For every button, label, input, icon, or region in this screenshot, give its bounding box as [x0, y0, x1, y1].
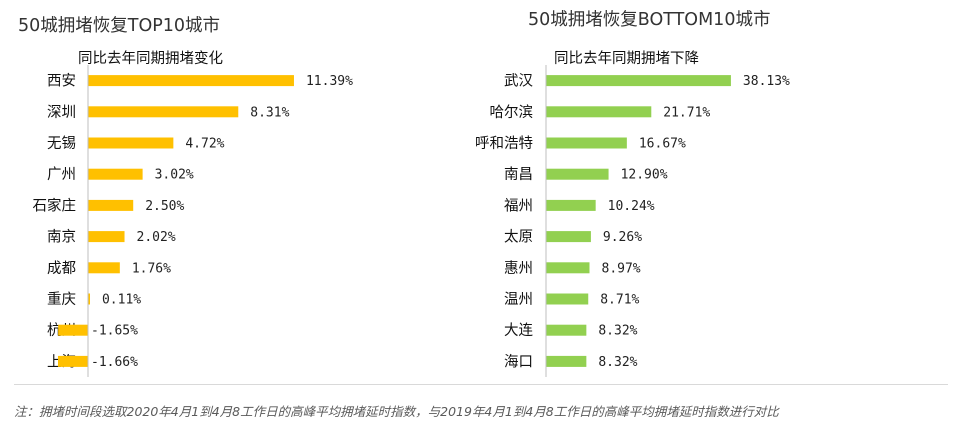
- top10-category-label: 广州: [47, 166, 76, 183]
- bottom10-bar: [546, 137, 627, 149]
- bottom10-category-label: 哈尔滨: [490, 104, 534, 121]
- bottom10-chart-subtitle: 同比去年同期拥堵下降: [554, 50, 699, 67]
- top10-value-label: -1.65%: [91, 324, 138, 339]
- bottom10-value-label: 10.24%: [608, 199, 655, 214]
- top10-category-label: 重庆: [47, 291, 76, 308]
- top10-bar: [57, 355, 88, 367]
- top10-bar: [88, 137, 174, 149]
- top10-value-label: -1.66%: [91, 355, 138, 370]
- bottom10-category-label: 南昌: [504, 166, 533, 183]
- bottom10-bar: [546, 324, 587, 336]
- top10-value-label: 8.31%: [250, 105, 289, 120]
- top10-category-label: 石家庄: [33, 196, 77, 214]
- bottom10-bar: [546, 231, 591, 243]
- top10-category-label: 无锡: [47, 135, 76, 152]
- footnote: 注：拥堵时间段选取2020年4月1到4月8工作日的高峰平均拥堵延时指数，与201…: [14, 404, 779, 419]
- top10-chart-subtitle: 同比去年同期拥堵变化: [78, 50, 223, 67]
- bottom10-bar: [546, 199, 596, 211]
- bottom10-chart-title: 50城拥堵恢复BOTTOM10城市: [528, 10, 770, 30]
- bottom10-category-label: 呼和浩特: [475, 135, 533, 152]
- bottom10-value-label: 8.71%: [600, 293, 639, 308]
- bottom10-category-label: 大连: [504, 322, 533, 339]
- top10-chart-title: 50城拥堵恢复TOP10城市: [18, 16, 220, 36]
- top10-value-label: 4.72%: [185, 137, 224, 152]
- top10-category-label: 成都: [47, 260, 76, 277]
- bottom10-value-label: 12.90%: [621, 168, 668, 183]
- top10-value-label: 11.39%: [306, 74, 353, 89]
- top10-category-label: 西安: [47, 73, 76, 90]
- top10-bar: [88, 168, 143, 180]
- footer-divider: [14, 384, 948, 385]
- bottom10-value-label: 38.13%: [743, 74, 790, 89]
- bottom10-category-label: 海口: [504, 353, 533, 370]
- bottom10-value-label: 8.32%: [598, 324, 637, 339]
- bottom10-value-label: 16.67%: [639, 137, 686, 152]
- bottom10-category-label: 武汉: [504, 73, 533, 90]
- top10-bar: [88, 293, 90, 305]
- bottom10-value-label: 9.26%: [603, 230, 642, 245]
- top10-category-label: 南京: [47, 229, 76, 246]
- bottom10-value-label: 8.32%: [598, 355, 637, 370]
- bottom10-category-label: 惠州: [504, 260, 533, 277]
- top10-category-label: 深圳: [47, 104, 76, 121]
- top10-value-label: 3.02%: [155, 168, 194, 183]
- bottom10-bar: [546, 262, 590, 274]
- top10-value-label: 0.11%: [102, 293, 141, 308]
- top10-value-label: 2.02%: [137, 230, 176, 245]
- top10-bar: [88, 199, 134, 211]
- bottom10-bar: [546, 75, 731, 87]
- bottom10-category-label: 福州: [504, 197, 533, 214]
- top10-bar: [88, 262, 120, 274]
- bottom10-value-label: 8.97%: [602, 261, 641, 276]
- top10-bar: [88, 106, 239, 118]
- top10-value-label: 1.76%: [132, 261, 171, 276]
- bottom10-bar: [546, 168, 609, 180]
- bottom10-category-label: 太原: [504, 229, 533, 246]
- bottom10-bar: [546, 106, 652, 118]
- top10-value-label: 2.50%: [145, 199, 184, 214]
- bottom10-value-label: 21.71%: [663, 105, 710, 120]
- bottom10-bar: [546, 293, 589, 305]
- top10-bar: [58, 324, 88, 336]
- top10-bar: [88, 75, 294, 87]
- bottom10-bar: [546, 355, 587, 367]
- top10-bar: [88, 231, 125, 243]
- bottom10-category-label: 温州: [504, 291, 533, 308]
